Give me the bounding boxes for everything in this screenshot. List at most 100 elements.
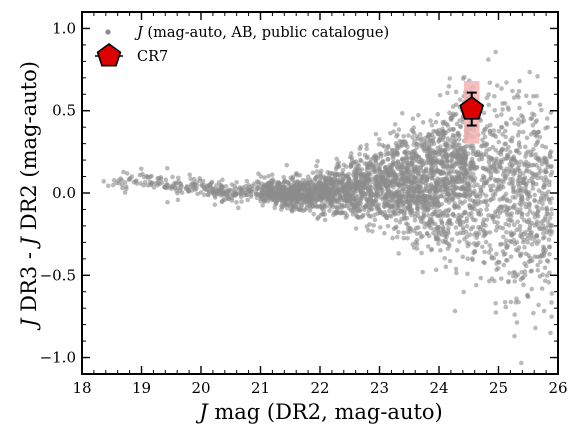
scatter-point <box>520 114 526 120</box>
scatter-point <box>525 163 530 169</box>
scatter-point <box>539 107 544 113</box>
scatter-point <box>494 113 500 119</box>
scatter-point <box>415 205 420 211</box>
scatter-point <box>367 193 372 198</box>
scatter-point <box>503 191 509 197</box>
scatter-point <box>437 92 443 98</box>
scatter-point <box>137 172 143 178</box>
scatter-point <box>483 126 488 132</box>
scatter-point <box>355 162 361 167</box>
scatter-point <box>336 197 341 203</box>
scatter-point <box>486 102 492 108</box>
scatter-point <box>298 195 303 200</box>
scatter-point <box>384 201 390 207</box>
scatter-point <box>548 232 553 237</box>
scatter-point <box>371 166 377 172</box>
scatter-point <box>433 164 439 169</box>
scatter-point <box>349 151 354 156</box>
scatter-point <box>507 149 513 155</box>
scatter-point <box>511 95 517 101</box>
scatter-point <box>500 249 506 254</box>
scatter-point <box>245 186 250 192</box>
scatter-point <box>410 116 416 121</box>
scatter-point <box>201 182 206 188</box>
scatter-point <box>485 203 490 208</box>
scatter-point <box>520 171 526 176</box>
scatter-cloud <box>101 49 555 366</box>
scatter-point <box>532 112 537 118</box>
scatter-point <box>482 249 487 255</box>
scatter-point <box>447 258 453 264</box>
y-tick-label: −0.5 <box>40 266 76 284</box>
scatter-point <box>502 173 508 179</box>
scatter-point <box>439 221 445 226</box>
scatter-point <box>175 191 180 196</box>
scatter-point <box>538 259 543 265</box>
scatter-point <box>534 221 539 227</box>
scatter-point <box>378 191 384 196</box>
scatter-point <box>475 201 481 207</box>
scatter-point <box>191 176 197 182</box>
scatter-point <box>518 231 524 236</box>
scatter-point <box>385 143 391 149</box>
scatter-point <box>348 185 354 190</box>
cr7-point <box>459 91 485 127</box>
scatter-point <box>187 184 193 190</box>
scatter-point <box>456 212 462 218</box>
scatter-point <box>351 160 356 166</box>
scatter-point <box>385 187 390 193</box>
scatter-point <box>487 177 492 182</box>
scatter-point <box>525 236 530 242</box>
scatter-point <box>507 270 512 276</box>
scatter-point <box>441 132 446 137</box>
scatter-point <box>512 170 518 176</box>
scatter-point <box>520 129 526 135</box>
scatter-point <box>528 149 534 155</box>
scatter-point <box>472 191 477 197</box>
scatter-point <box>121 169 126 175</box>
scatter-point <box>269 197 275 203</box>
legend-label-j: J (mag-auto, AB, public catalogue) <box>134 25 389 41</box>
scatter-point <box>120 185 125 191</box>
scatter-point <box>460 163 466 168</box>
scatter-point <box>508 116 514 122</box>
scatter-point <box>384 148 389 153</box>
scatter-point <box>523 159 529 165</box>
scatter-point <box>525 212 530 217</box>
scatter-point <box>529 116 535 121</box>
scatter-point <box>353 226 359 231</box>
scatter-point <box>466 175 471 181</box>
scatter-point <box>496 128 502 134</box>
scatter-point <box>281 191 287 196</box>
scatter-point <box>535 74 540 79</box>
scatter-point <box>512 195 518 200</box>
scatter-point <box>382 196 388 202</box>
scatter-point <box>314 169 320 174</box>
scatter-point <box>524 135 530 141</box>
scatter-point <box>527 208 533 214</box>
scatter-point <box>322 217 328 223</box>
scatter-point <box>425 153 430 158</box>
scatter-point <box>480 130 486 136</box>
scatter-point <box>493 49 498 55</box>
scatter-point <box>492 212 498 218</box>
scatter-point <box>434 191 439 196</box>
scatter-point <box>474 152 479 158</box>
scatter-point <box>367 197 372 203</box>
scatter-point <box>411 189 416 194</box>
scatter-point <box>318 168 324 174</box>
scatter-point <box>518 360 524 366</box>
scatter-point <box>434 225 440 231</box>
scatter-point <box>533 119 538 125</box>
scatter-point <box>207 183 212 188</box>
scatter-point <box>511 189 516 195</box>
scatter-point <box>340 188 346 194</box>
scatter-point <box>494 261 499 266</box>
scatter-point <box>313 174 319 180</box>
scatter-point <box>445 228 451 234</box>
scatter-point <box>433 150 439 155</box>
scatter-point <box>364 224 370 229</box>
scatter-point <box>419 189 425 195</box>
scatter-point <box>453 184 459 190</box>
scatter-point <box>269 181 275 186</box>
